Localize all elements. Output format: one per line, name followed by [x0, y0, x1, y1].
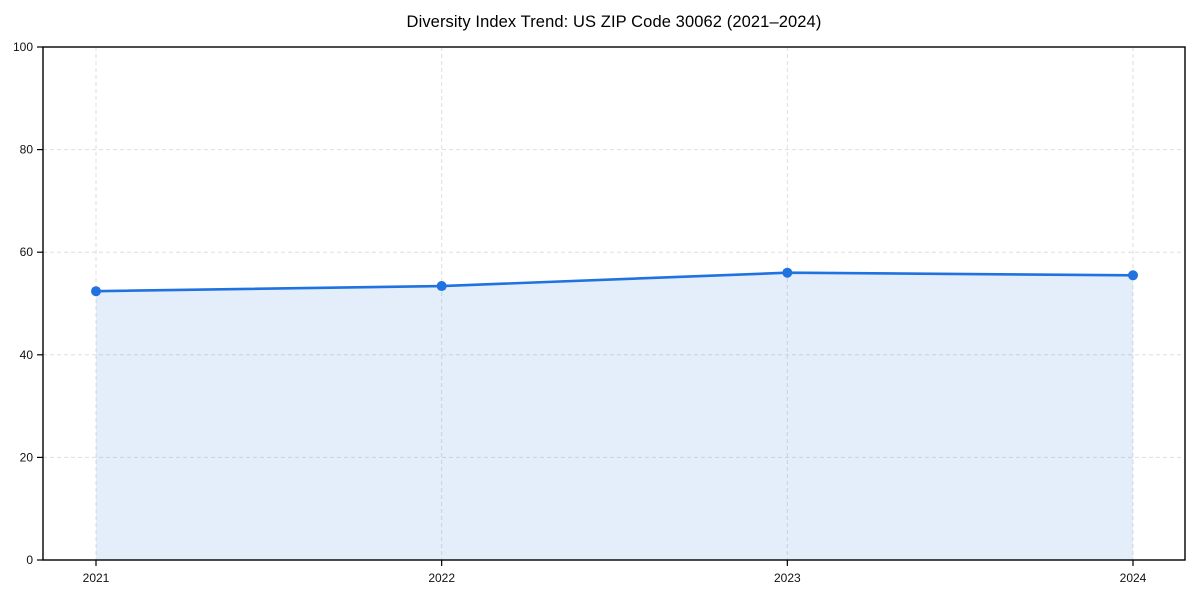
y-tick-label: 60: [20, 245, 34, 259]
y-tick-label: 20: [20, 450, 34, 464]
x-tick-label: 2021: [83, 571, 110, 585]
trend-line: [94, 271, 1135, 293]
x-tick-label: 2024: [1120, 571, 1147, 585]
chart-title: Diversity Index Trend: US ZIP Code 30062…: [406, 13, 822, 31]
x-tick-label: 2023: [774, 571, 801, 585]
y-tick-label: 40: [20, 348, 34, 362]
y-tick-label: 80: [20, 143, 34, 157]
y-tick-label: 0: [26, 553, 33, 567]
y-tick-label: 100: [13, 40, 33, 54]
data-point: [436, 281, 447, 292]
data-point: [782, 267, 793, 278]
x-tick-label: 2022: [428, 571, 455, 585]
area-fill: [96, 272, 1133, 560]
data-point: [91, 286, 101, 297]
axes-frame: [42, 46, 1186, 561]
data-point: [1128, 270, 1138, 281]
